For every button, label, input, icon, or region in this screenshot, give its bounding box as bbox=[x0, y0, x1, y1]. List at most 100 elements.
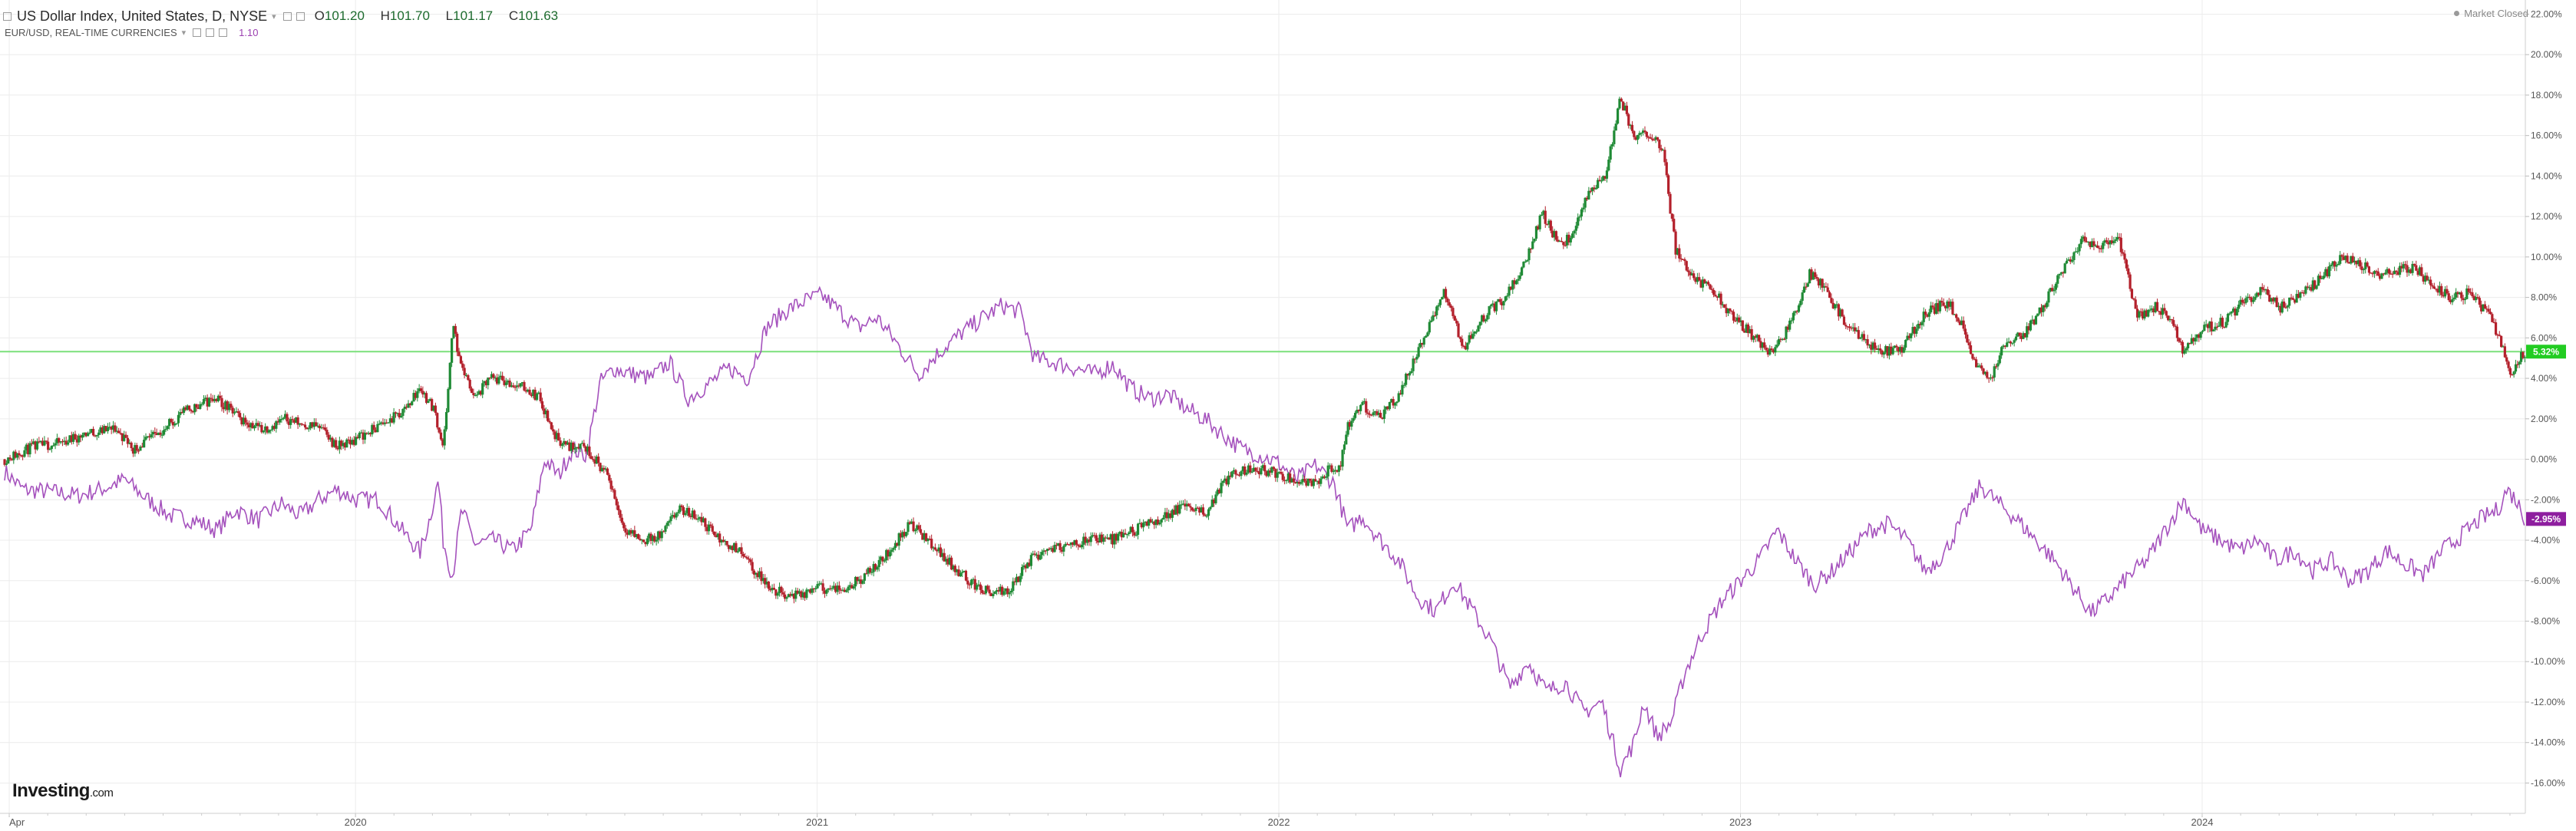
candle-body bbox=[2049, 288, 2052, 292]
collapse-icon[interactable] bbox=[3, 12, 12, 21]
close-icon[interactable] bbox=[296, 12, 305, 21]
candle-body bbox=[476, 394, 479, 396]
candle-body bbox=[1825, 286, 1828, 288]
candle-body bbox=[416, 391, 419, 398]
candle-body bbox=[1001, 586, 1004, 595]
candle-body bbox=[1518, 275, 1521, 279]
candle-body bbox=[1261, 465, 1264, 469]
candle-body bbox=[2492, 322, 2495, 324]
candle-body bbox=[1052, 548, 1055, 552]
candle-body bbox=[919, 529, 923, 533]
candle-body bbox=[2485, 308, 2488, 310]
candle-body bbox=[1955, 314, 1958, 318]
settings-icon[interactable] bbox=[206, 28, 215, 37]
settings-icon[interactable] bbox=[282, 12, 292, 21]
candle-body bbox=[883, 560, 886, 562]
candle-body bbox=[2465, 288, 2469, 299]
candle-body bbox=[744, 556, 747, 558]
candle-body bbox=[1462, 345, 1465, 347]
candle-body bbox=[1161, 517, 1165, 519]
candle-body bbox=[908, 522, 911, 524]
candle-body bbox=[2122, 252, 2125, 254]
candle-body bbox=[2356, 260, 2360, 265]
candle-body bbox=[1927, 312, 1930, 317]
candle-body bbox=[374, 430, 378, 433]
candle-body bbox=[1973, 358, 1976, 360]
candle-body bbox=[1216, 490, 1219, 495]
candle-body bbox=[1634, 137, 1637, 140]
candle-body bbox=[2418, 267, 2422, 275]
candle-body bbox=[117, 430, 121, 434]
y-tick-label: 10.00% bbox=[2531, 252, 2562, 262]
candle-body bbox=[106, 427, 110, 431]
candle-body bbox=[2255, 292, 2258, 297]
candle-body bbox=[2123, 253, 2126, 260]
candle-body bbox=[264, 426, 267, 430]
candle-body bbox=[354, 437, 358, 445]
close-icon[interactable] bbox=[219, 28, 228, 37]
candle-body bbox=[139, 446, 142, 451]
candle-body bbox=[114, 425, 117, 432]
candle-body bbox=[999, 586, 1002, 592]
candle-body bbox=[1665, 162, 1668, 176]
candle-body bbox=[467, 374, 470, 381]
candle-body bbox=[916, 525, 919, 530]
candle-body bbox=[456, 333, 459, 352]
candle-body bbox=[1502, 301, 1505, 306]
candle-body bbox=[2396, 272, 2399, 275]
candle-body bbox=[2127, 268, 2130, 275]
candle-body bbox=[342, 443, 345, 447]
candle-body bbox=[1379, 413, 1382, 418]
candle-body bbox=[177, 414, 180, 424]
chevron-down-icon[interactable]: ▾ bbox=[272, 12, 276, 21]
candle-body bbox=[1388, 401, 1392, 410]
candle-body bbox=[331, 437, 334, 447]
candle-body bbox=[444, 411, 448, 430]
candle-body bbox=[2306, 286, 2309, 288]
candle-body bbox=[436, 413, 439, 428]
candle-body bbox=[1638, 133, 1641, 135]
chevron-down-icon[interactable]: ▾ bbox=[181, 28, 187, 38]
candle-body bbox=[1145, 521, 1148, 526]
visibility-icon[interactable] bbox=[193, 28, 202, 37]
candle-body bbox=[148, 436, 151, 438]
candle-body bbox=[868, 568, 872, 572]
candle-body bbox=[1133, 532, 1136, 536]
candle-body bbox=[1455, 320, 1458, 324]
candle-body bbox=[2436, 289, 2439, 293]
candle-body bbox=[2469, 292, 2472, 293]
candle-body bbox=[1623, 105, 1627, 110]
candle-body bbox=[2367, 266, 2371, 273]
candle-body bbox=[1256, 470, 1259, 472]
candle-body bbox=[2514, 364, 2518, 372]
candle-body bbox=[1669, 193, 1672, 214]
candle-body bbox=[1254, 467, 1257, 471]
candle-body bbox=[360, 432, 363, 434]
candle-body bbox=[352, 440, 355, 445]
candle-body bbox=[206, 397, 209, 407]
candle-body bbox=[675, 513, 678, 518]
candle-body bbox=[1881, 350, 1884, 355]
candle-body bbox=[807, 589, 810, 591]
candle-body bbox=[570, 442, 573, 451]
candle-body bbox=[1160, 519, 1163, 523]
candle-body bbox=[532, 389, 535, 397]
candle-body bbox=[492, 374, 495, 378]
candle-body bbox=[260, 424, 263, 433]
candle-body bbox=[1136, 523, 1140, 535]
candle-body bbox=[741, 553, 745, 557]
candle-body bbox=[2142, 312, 2145, 319]
candle-body bbox=[2344, 256, 2347, 260]
candle-body bbox=[170, 419, 173, 423]
candle-body bbox=[2228, 313, 2231, 315]
candle-body bbox=[2218, 325, 2221, 327]
candle-body bbox=[2246, 296, 2250, 298]
candle-body bbox=[760, 571, 763, 582]
candle-body bbox=[1738, 317, 1741, 322]
candle-body bbox=[2337, 263, 2340, 265]
candle-body bbox=[1249, 465, 1252, 473]
candle-body bbox=[1342, 444, 1346, 450]
candle-body bbox=[2324, 269, 2327, 276]
candle-body bbox=[1008, 592, 1011, 595]
